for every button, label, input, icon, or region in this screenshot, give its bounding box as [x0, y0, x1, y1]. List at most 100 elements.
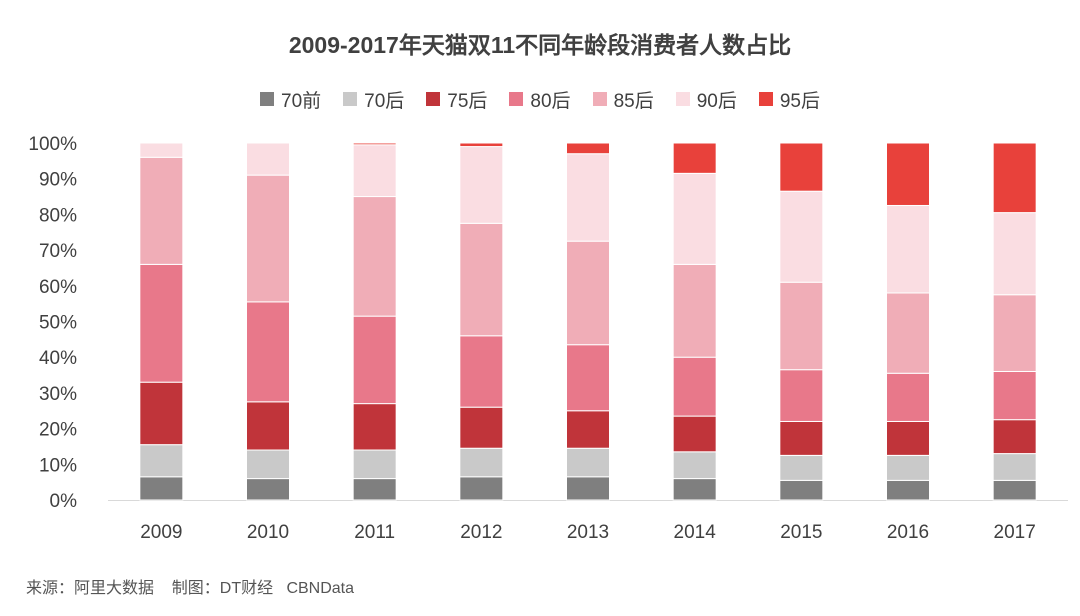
- bar-segment: [992, 479, 1037, 501]
- bar-segment: [246, 478, 290, 501]
- bar-segment: [139, 381, 184, 446]
- y-tick-label: 20%: [39, 420, 77, 441]
- bar-segment: [246, 449, 290, 480]
- y-tick-label: 0%: [50, 491, 78, 512]
- bar-segment: [886, 372, 930, 422]
- legend-label: 75后: [447, 90, 488, 112]
- bar-segment: [566, 476, 610, 501]
- bar-segment: [566, 447, 610, 478]
- bar-segment: [352, 196, 397, 317]
- bar-segment: [139, 263, 184, 383]
- bar-segment: [992, 142, 1037, 214]
- bar-segment: [992, 370, 1037, 421]
- bar-segment: [352, 449, 397, 480]
- bar-segment: [566, 344, 610, 412]
- legend-swatch: [426, 92, 441, 106]
- x-tick-label: 2009: [140, 522, 182, 543]
- bar-segment: [992, 294, 1037, 372]
- bar-segment: [459, 406, 504, 449]
- y-tick-label: 30%: [39, 384, 77, 405]
- bar-segment: [566, 142, 610, 155]
- bar-segment: [779, 420, 824, 456]
- legend-label: 80后: [530, 90, 571, 112]
- bar-segment: [886, 292, 930, 374]
- bar-segment: [779, 479, 824, 501]
- legend-label: 70后: [364, 90, 405, 112]
- y-tick-label: 100%: [28, 134, 77, 155]
- bar-segment: [992, 419, 1037, 455]
- legend-item: 75后: [426, 86, 487, 112]
- x-tick-label: 2010: [247, 522, 289, 543]
- bar-segment: [992, 212, 1037, 296]
- x-tick-label: 2014: [674, 522, 717, 543]
- x-tick-label: 2012: [460, 522, 502, 543]
- bar-segment: [246, 301, 290, 403]
- bar-segment: [566, 410, 610, 449]
- x-tick-label: 2011: [354, 522, 395, 543]
- legend-swatch: [758, 92, 773, 106]
- bar-segment: [672, 356, 717, 417]
- legend-swatch: [260, 92, 274, 106]
- bar-segment: [246, 142, 290, 176]
- bar-segment: [672, 415, 717, 453]
- bar-segment: [352, 144, 397, 198]
- legend-item: 95后: [758, 86, 820, 112]
- bar-segment: [672, 172, 717, 265]
- legend-item: 90后: [675, 86, 737, 112]
- bar-segment: [886, 479, 930, 501]
- bar-segment: [352, 315, 397, 405]
- bar-segment: [459, 142, 504, 148]
- bar-segment: [779, 142, 824, 192]
- bar-segment: [459, 146, 504, 224]
- x-tick-label: 2013: [567, 522, 609, 543]
- legend-swatch: [509, 92, 524, 106]
- bar-segment: [672, 263, 717, 358]
- bar-segment: [886, 204, 930, 294]
- bar-segment: [672, 478, 717, 501]
- bar-segment: [779, 190, 824, 283]
- bar-segment: [459, 447, 504, 478]
- bar-segment: [459, 476, 504, 501]
- bar-segment: [139, 444, 184, 478]
- legend-label: 90后: [696, 90, 737, 112]
- bar-segment: [139, 142, 184, 158]
- y-tick-label: 50%: [39, 313, 77, 334]
- bar-segment: [566, 240, 610, 346]
- bar-segment: [352, 403, 397, 451]
- legend-label: 95后: [779, 90, 820, 112]
- legend-swatch: [592, 92, 607, 106]
- legend-item: 70后: [343, 86, 404, 112]
- bar-segment: [459, 222, 504, 337]
- y-tick-label: 10%: [39, 455, 77, 476]
- bar-segment: [139, 476, 184, 501]
- x-tick-label: 2017: [994, 522, 1036, 543]
- legend-item: 80后: [509, 86, 571, 112]
- bar-segment: [779, 281, 824, 371]
- x-tick-label: 2016: [887, 522, 929, 543]
- legend-item: 70前: [260, 86, 321, 112]
- y-tick-label: 40%: [39, 348, 77, 369]
- legend-swatch: [675, 92, 690, 106]
- bar-segment: [139, 156, 184, 265]
- bar-segment: [459, 335, 504, 408]
- legend-label: 85后: [613, 90, 654, 112]
- bar-segment: [779, 369, 824, 422]
- bar-segment: [352, 478, 397, 501]
- bar-segment: [886, 420, 930, 456]
- chart-legend: 70前 70后 75后 80后 85后 90后 95后: [0, 86, 1080, 112]
- bar-segment: [672, 142, 717, 174]
- bar-segment: [246, 401, 290, 451]
- legend-item: 85后: [592, 86, 654, 112]
- y-tick-label: 90%: [39, 170, 77, 191]
- bar-segment: [246, 174, 290, 303]
- y-tick-label: 70%: [39, 241, 77, 262]
- bar-segment: [886, 142, 930, 206]
- legend-swatch: [343, 92, 358, 106]
- bar-segment: [886, 454, 930, 481]
- y-tick-label: 60%: [39, 277, 77, 298]
- source-note: 来源：阿里大数据 制图：DT财经 CBNData: [26, 580, 355, 597]
- bar-segment: [779, 454, 824, 481]
- y-tick-label: 80%: [39, 205, 77, 226]
- bar-segment: [672, 451, 717, 480]
